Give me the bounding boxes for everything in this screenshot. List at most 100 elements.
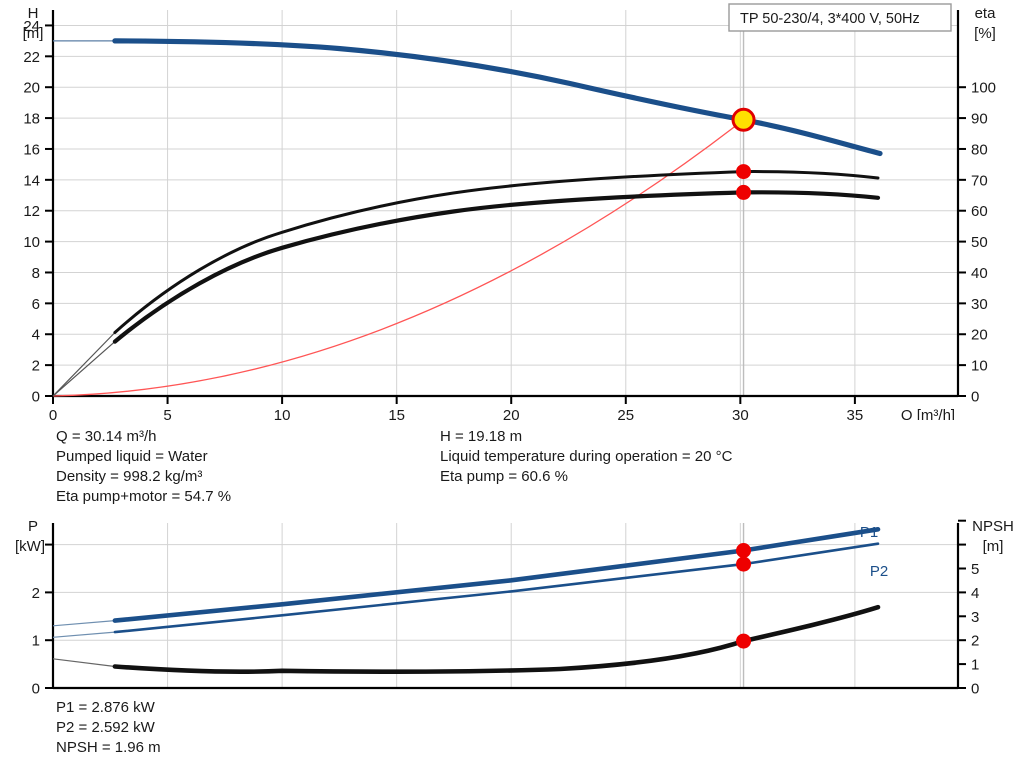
svg-text:1: 1 (971, 657, 979, 674)
svg-text:2: 2 (32, 585, 40, 602)
svg-text:15: 15 (388, 407, 405, 420)
svg-text:25: 25 (617, 407, 634, 420)
svg-text:6: 6 (32, 296, 40, 313)
bottom-right-axis-unit: [m] (983, 538, 1004, 555)
svg-text:3: 3 (971, 609, 979, 626)
bottom-right-axis-title: NPSH (972, 518, 1014, 535)
operating-info-right: H = 19.18 m Liquid temperature during op… (440, 427, 732, 487)
info-pumped-liquid: Pumped liquid = Water (56, 448, 208, 465)
top-right-tick-labels: 0 10 20 30 40 50 60 70 80 90 100 (971, 80, 996, 406)
p2-curve (113, 542, 880, 634)
info-density: Density = 998.2 kg/m³ (56, 468, 203, 485)
p1-curve-leadin (52, 620, 115, 627)
bottom-plot-area (53, 523, 958, 688)
svg-text:12: 12 (23, 203, 40, 220)
svg-text:10: 10 (23, 234, 40, 251)
svg-text:50: 50 (971, 234, 988, 251)
p2-curve-leadin (52, 631, 115, 638)
model-title-text: TP 50-230/4, 3*400 V, 50Hz (740, 11, 920, 27)
info-h: H = 19.18 m (440, 428, 523, 445)
svg-text:20: 20 (971, 327, 988, 344)
svg-text:4: 4 (971, 585, 979, 602)
top-right-axis-title: eta (975, 5, 997, 22)
svg-text:1: 1 (32, 633, 40, 650)
top-grid-horizontal (53, 24, 958, 366)
svg-text:18: 18 (23, 111, 40, 128)
svg-text:0: 0 (971, 681, 979, 696)
bottom-right-tick-labels: 0 1 2 3 4 5 (971, 561, 979, 695)
bottom-left-axis-ticks (45, 543, 53, 689)
svg-text:20: 20 (23, 80, 40, 97)
svg-text:0: 0 (32, 681, 40, 696)
bottom-chart-svg: 0 1 2 P [kW] 0 1 2 (15, 518, 1014, 695)
p2-curve-label: P2 (870, 563, 888, 580)
svg-text:5: 5 (971, 561, 979, 578)
eta-pump-motor-curve-leadin (52, 341, 116, 397)
top-left-axis-unit: [m] (23, 25, 44, 42)
svg-text:14: 14 (23, 172, 40, 189)
svg-text:0: 0 (971, 389, 979, 406)
p1-curve (112, 527, 881, 623)
top-x-axis-title: Q [m³/h] (901, 407, 955, 420)
operating-info-left: Q = 30.14 m³/h Pumped liquid = Water Den… (56, 427, 231, 507)
info-p2: P2 = 2.592 kW (56, 719, 155, 736)
svg-text:20: 20 (503, 407, 520, 420)
svg-text:8: 8 (32, 265, 40, 282)
power-info-block: P1 = 2.876 kW P2 = 2.592 kW NPSH = 1.96 … (56, 698, 161, 758)
top-chart-svg: 0 2 4 6 8 10 12 14 16 18 20 22 24 H [m] (23, 3, 997, 420)
svg-text:0: 0 (32, 389, 40, 406)
bottom-left-axis-title: P (28, 518, 38, 535)
info-q: Q = 30.14 m³/h (56, 428, 157, 445)
system-curve (52, 119, 744, 397)
p2-marker (736, 556, 752, 572)
svg-text:35: 35 (847, 407, 864, 420)
top-left-axis-title: H (28, 5, 39, 22)
top-left-tick-labels: 0 2 4 6 8 10 12 14 16 18 20 22 24 (23, 18, 40, 406)
svg-text:40: 40 (971, 265, 988, 282)
svg-text:10: 10 (274, 407, 291, 420)
eta-pump-marker (736, 164, 752, 180)
svg-text:5: 5 (163, 407, 171, 420)
top-x-tick-labels: 0 5 10 15 20 25 30 35 (49, 407, 863, 420)
svg-text:16: 16 (23, 142, 40, 159)
svg-text:80: 80 (971, 142, 988, 159)
eta-pump-curve-leadin (52, 332, 116, 397)
bottom-left-tick-labels: 0 1 2 (32, 585, 40, 695)
p1-marker (736, 543, 752, 558)
svg-text:0: 0 (49, 407, 57, 420)
eta-pump-motor-marker (736, 184, 752, 200)
bottom-left-axis-unit: [kW] (15, 538, 45, 555)
svg-text:60: 60 (971, 203, 988, 220)
npsh-curve (112, 604, 881, 675)
svg-text:22: 22 (23, 49, 40, 66)
eta-pump-motor-curve (112, 190, 881, 344)
power-npsh-chart: 0 1 2 P [kW] 0 1 2 (0, 515, 1024, 695)
svg-text:90: 90 (971, 111, 988, 128)
svg-text:4: 4 (32, 327, 40, 344)
head-curve (112, 38, 883, 157)
svg-text:30: 30 (732, 407, 749, 420)
npsh-curve-leadin (52, 658, 115, 668)
top-right-axis-ticks (958, 86, 966, 397)
svg-text:70: 70 (971, 172, 988, 189)
svg-text:2: 2 (32, 358, 40, 375)
bottom-right-axis-ticks (958, 519, 966, 689)
npsh-marker (736, 633, 752, 649)
model-title-box: TP 50-230/4, 3*400 V, 50Hz (728, 3, 952, 32)
svg-text:24: 24 (23, 18, 40, 35)
top-right-axis-unit: [%] (974, 25, 996, 42)
top-plot-area (53, 10, 958, 396)
svg-text:100: 100 (971, 80, 996, 97)
head-efficiency-chart: 0 2 4 6 8 10 12 14 16 18 20 22 24 H [m] (23, 3, 997, 420)
eta-pump-curve (113, 170, 880, 334)
info-eta-pump: Eta pump = 60.6 % (440, 468, 568, 485)
info-liquid-temperature: Liquid temperature during operation = 20… (440, 448, 733, 465)
svg-text:30: 30 (971, 296, 988, 313)
svg-text:10: 10 (971, 358, 988, 375)
svg-text:2: 2 (971, 633, 979, 650)
duty-point-marker[interactable] (731, 107, 756, 132)
info-npsh: NPSH = 1.96 m (56, 739, 161, 756)
top-x-axis-ticks (52, 396, 856, 404)
top-left-axis-ticks (45, 24, 53, 397)
